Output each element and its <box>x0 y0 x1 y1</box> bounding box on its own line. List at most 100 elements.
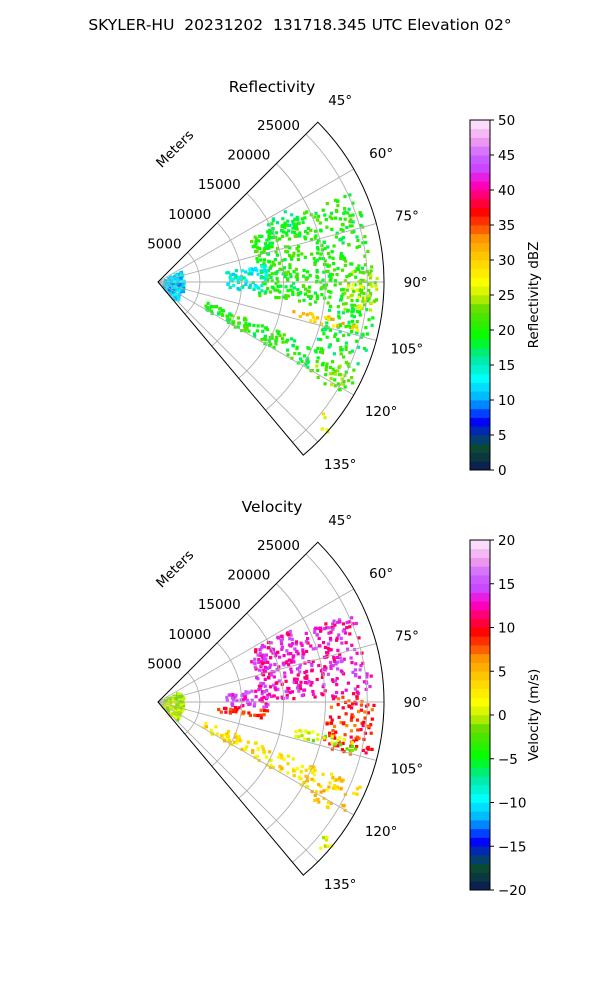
echo-cell <box>291 292 295 296</box>
echo-cell <box>314 234 318 238</box>
echo-cell <box>222 706 227 710</box>
echo-cell <box>310 769 314 773</box>
echo-cell <box>333 742 337 746</box>
echo-cell <box>237 280 241 285</box>
echo-cell <box>170 285 175 289</box>
echo-cell <box>347 704 351 708</box>
echo-cell <box>202 725 206 729</box>
echo-cell <box>176 281 180 285</box>
echo-cell <box>212 305 216 309</box>
echo-cell <box>319 228 323 232</box>
echo-cell <box>233 735 237 739</box>
echo-cell <box>329 377 333 381</box>
echo-cell <box>300 764 304 769</box>
echo-cell <box>286 754 290 758</box>
echo-cell <box>370 265 374 269</box>
echo-cell <box>263 278 267 282</box>
echo-cell <box>223 733 227 737</box>
echo-cell <box>268 665 272 669</box>
echo-cell <box>231 322 235 326</box>
echo-cell <box>351 381 355 385</box>
echo-cell <box>256 260 260 264</box>
echo-cell <box>259 684 263 688</box>
echo-cell <box>331 679 335 684</box>
echo-cell <box>284 679 288 683</box>
echo-cell <box>357 345 361 349</box>
echo-cell <box>236 279 240 283</box>
echo-cell <box>351 622 355 626</box>
echo-cell <box>231 708 235 712</box>
echo-cell <box>303 354 307 358</box>
colorbar-tick-label: 30 <box>498 253 515 269</box>
echo-cell <box>265 695 269 699</box>
echo-cell <box>258 659 263 664</box>
echo-cell <box>276 687 280 691</box>
echo-cell <box>303 235 307 239</box>
echo-cell <box>277 755 281 760</box>
echo-cell <box>229 707 233 711</box>
echo-cell <box>333 778 337 782</box>
echo-cell <box>294 735 298 739</box>
echo-cell <box>299 770 303 774</box>
echo-cell <box>330 772 334 776</box>
echo-cell <box>320 363 325 367</box>
echo-cell <box>322 736 326 740</box>
echo-cell <box>253 235 257 239</box>
echo-cell <box>371 316 375 320</box>
echo-cell <box>345 288 349 292</box>
echo-cell <box>292 310 296 314</box>
echo-cell <box>282 663 286 667</box>
echo-cell <box>256 324 260 328</box>
echo-cell <box>356 267 360 271</box>
colorbar-segment <box>470 758 490 768</box>
colorbar-segment <box>470 400 490 410</box>
echo-cell <box>366 711 370 715</box>
echo-cell <box>354 702 358 706</box>
echo-cell <box>172 711 176 715</box>
echo-cell <box>332 262 336 266</box>
echo-cell <box>244 282 248 286</box>
echo-cell <box>180 695 184 699</box>
echo-cell <box>235 741 239 745</box>
echo-cell <box>289 660 293 664</box>
echo-cell <box>315 296 319 301</box>
echo-cell <box>306 289 310 293</box>
echo-cell <box>291 222 295 226</box>
echo-cell <box>260 324 264 328</box>
echo-cell <box>339 345 343 350</box>
echo-cell <box>298 666 302 670</box>
echo-cell <box>343 217 347 221</box>
echo-cell <box>311 730 315 734</box>
echo-cell <box>328 660 333 664</box>
range-ring <box>238 192 285 379</box>
echo-cell <box>338 776 342 780</box>
echo-cell <box>342 287 346 291</box>
echo-cell <box>342 737 346 742</box>
range-tick-label: 15000 <box>198 177 241 193</box>
echo-cell <box>357 264 361 268</box>
azimuth-tick-label: 135° <box>324 877 357 893</box>
echo-cell <box>310 312 314 316</box>
echo-cell <box>343 733 347 737</box>
echo-cell <box>295 667 300 671</box>
echo-cell <box>288 266 292 270</box>
echo-cell <box>283 221 287 225</box>
echo-cell <box>289 667 293 671</box>
echo-cell <box>291 757 295 761</box>
echo-cell <box>349 656 353 660</box>
echo-cell <box>277 679 281 683</box>
echo-cell <box>322 796 326 801</box>
echo-cell <box>355 651 359 655</box>
echo-cell <box>294 267 298 271</box>
echo-cell <box>178 705 182 710</box>
echo-cell <box>266 666 270 670</box>
echo-cell <box>341 629 345 633</box>
echo-cell <box>242 710 246 714</box>
echo-cell <box>244 690 248 694</box>
range-ring <box>265 163 326 411</box>
echo-cell <box>253 741 257 745</box>
echo-cell <box>272 694 276 698</box>
colorbar-tick-label: −5 <box>498 752 518 768</box>
echo-cell <box>283 225 287 230</box>
echo-cell <box>303 737 307 741</box>
